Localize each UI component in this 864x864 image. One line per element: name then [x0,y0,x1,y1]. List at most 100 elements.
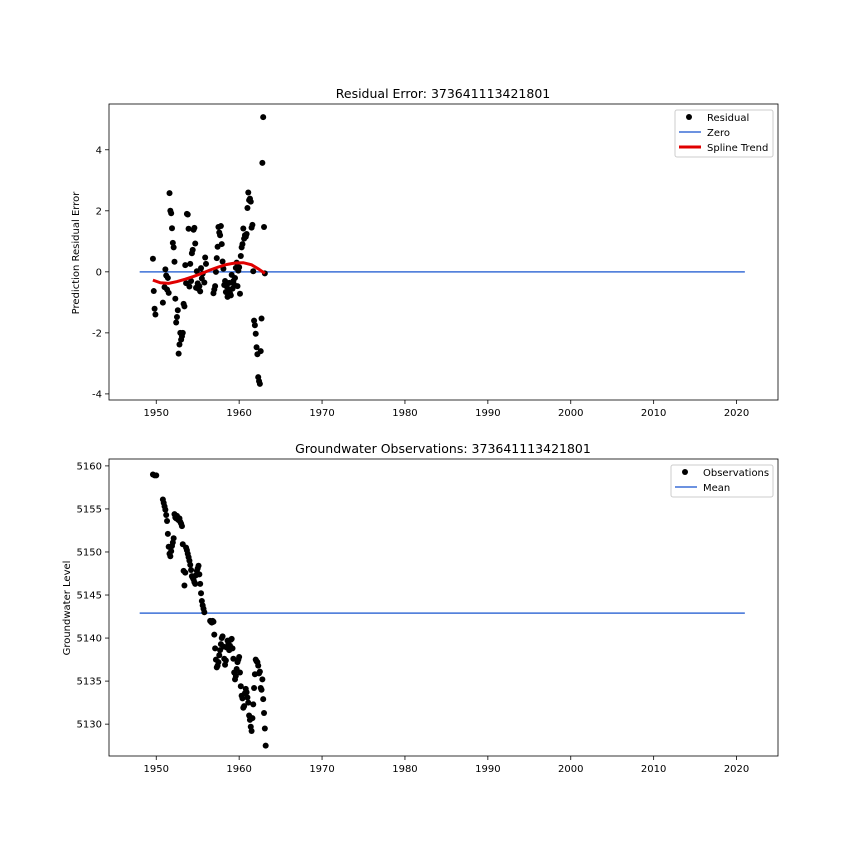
residual-y-axis-label: Prediction Residual Error [71,191,82,315]
y-tick-label: 5135 [77,677,102,688]
observation-point [201,609,208,616]
observation-point [212,645,219,652]
residual-point [261,223,268,230]
residual-point [164,274,171,281]
residual-point [234,283,241,290]
residual-chart-title: Residual Error: 373641113421801 [336,86,551,101]
residual-point [187,260,194,267]
legend-label-mean: Mean [703,483,730,494]
x-tick-label: 2010 [641,764,666,775]
observation-point [261,725,268,732]
x-tick-label: 1970 [309,764,334,775]
observation-point [261,709,268,716]
residual-point [218,241,225,248]
observation-point [210,618,217,625]
y-tick-label: 5150 [77,547,102,558]
residual-point [251,322,258,329]
residual-point [193,268,200,275]
observation-point [215,659,222,666]
y-tick-label: 5160 [77,461,102,472]
observation-point [255,662,262,669]
observation-point [181,582,188,589]
y-tick-label: 5130 [77,720,102,731]
observation-point [232,672,239,679]
observation-point [241,703,248,710]
observation-point [259,676,266,683]
observation-point [219,633,226,640]
residual-point [258,315,265,322]
residual-point [170,244,177,251]
residual-point [240,225,247,232]
observation-point [196,571,203,578]
observation-point [262,742,269,749]
residual-point [260,114,267,121]
observation-point [230,655,237,662]
residual-point [168,210,175,217]
x-tick-label: 1950 [144,408,169,419]
residual-point [176,341,183,348]
axes-frame [108,103,779,401]
residual-point [184,211,191,218]
legend-marker-residual [686,114,692,120]
observation-point [164,517,171,524]
residual-point [259,159,266,166]
x-tick-label: 1970 [309,408,334,419]
residual-point [256,380,263,387]
residual-point [250,268,257,275]
y-tick-label: 0 [96,267,102,278]
observation-point [249,715,256,722]
residual-point [244,205,251,212]
residual-point [227,292,234,299]
observation-point [228,635,235,642]
residual-chart: Residual Error: 373641113421801 Predicti… [71,86,779,419]
residual-point [173,313,180,320]
residual-point [173,319,180,326]
observation-point [192,580,199,587]
residual-point [237,252,244,259]
legend-label-observations: Observations [703,468,769,479]
residual-point [232,274,239,281]
observation-point [195,562,202,569]
observation-point [188,567,195,574]
x-tick-label: 1960 [226,764,251,775]
residual-point [189,246,196,253]
residual-point [249,221,256,228]
residual-point [175,350,182,357]
residual-point [245,189,252,196]
residual-point [186,283,193,290]
residual-point [159,299,166,306]
observation-point [250,701,257,708]
residual-point [252,330,259,337]
residual-point [188,277,195,284]
y-tick-label: 5155 [77,504,102,515]
observation-point [153,472,160,479]
residual-point [152,311,159,318]
spline-trend-line [152,261,266,285]
observation-point [222,657,229,664]
y-tick-label: 5145 [77,591,102,602]
observation-point [236,654,243,660]
observation-point [163,511,170,518]
residual-point [174,307,181,314]
residual-point [151,305,158,312]
residual-point [185,225,192,232]
residual-point [169,239,176,246]
residual-plot-area: 1950 1960 1970 1980 1990 2000 2010 2020 -4 -2 0 2 4 [92,103,779,419]
x-tick-label: 2020 [724,764,749,775]
observation-point [211,631,218,638]
x-tick-label: 1980 [392,408,417,419]
residual-point [243,230,250,237]
residual-point [172,295,179,302]
groundwater-legend: Observations Mean [670,464,774,498]
observation-point [243,689,250,696]
observation-point [239,695,246,702]
y-tick-label: 5140 [77,634,102,645]
groundwater-chart: Groundwater Observations: 37364111342180… [62,441,779,775]
residual-point [197,288,204,295]
y-tick-label: -4 [92,389,102,400]
observation-point [245,699,252,706]
observation-point [256,668,263,675]
residual-point [149,255,156,262]
observation-point [198,590,205,597]
